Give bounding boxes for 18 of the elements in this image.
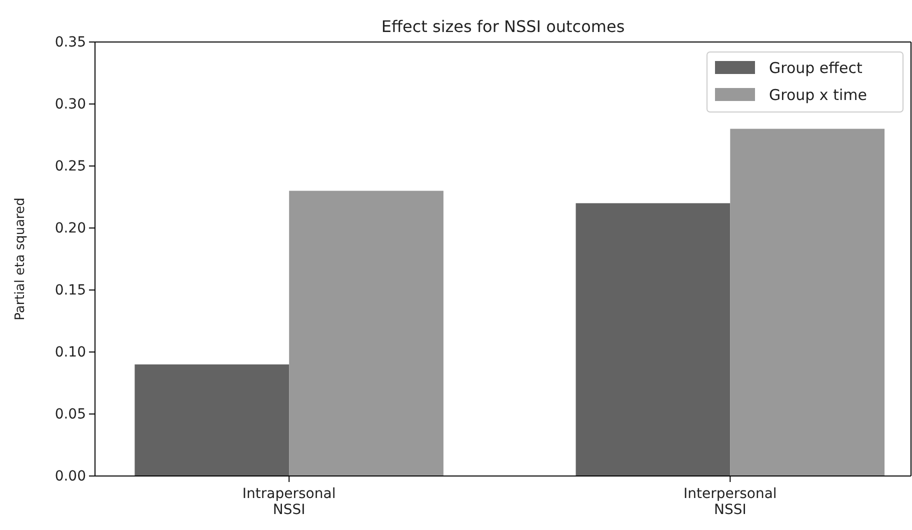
y-tick-label: 0.15 xyxy=(54,282,86,298)
x-tick-label: Interpersonal NSSI xyxy=(683,486,777,518)
bar xyxy=(134,364,290,476)
y-tick-label: 0.05 xyxy=(54,406,86,422)
y-axis-title: Partial eta squared xyxy=(13,198,28,320)
bar xyxy=(576,203,730,476)
x-tick-label: Intrapersonal NSSI xyxy=(242,486,336,518)
y-tick-label: 0.10 xyxy=(54,344,86,360)
legend-label: Group x time xyxy=(769,86,867,104)
y-tick-label: 0.25 xyxy=(54,158,86,174)
y-tick-label: 0.00 xyxy=(54,468,86,484)
bar xyxy=(730,128,885,476)
y-tick-label: 0.20 xyxy=(54,220,86,236)
bar xyxy=(289,190,444,476)
legend-label: Group effect xyxy=(769,59,862,77)
y-tick-label: 0.35 xyxy=(54,34,86,50)
y-tick-label: 0.30 xyxy=(54,96,86,112)
chart-title: Effect sizes for NSSI outcomes xyxy=(381,17,625,36)
